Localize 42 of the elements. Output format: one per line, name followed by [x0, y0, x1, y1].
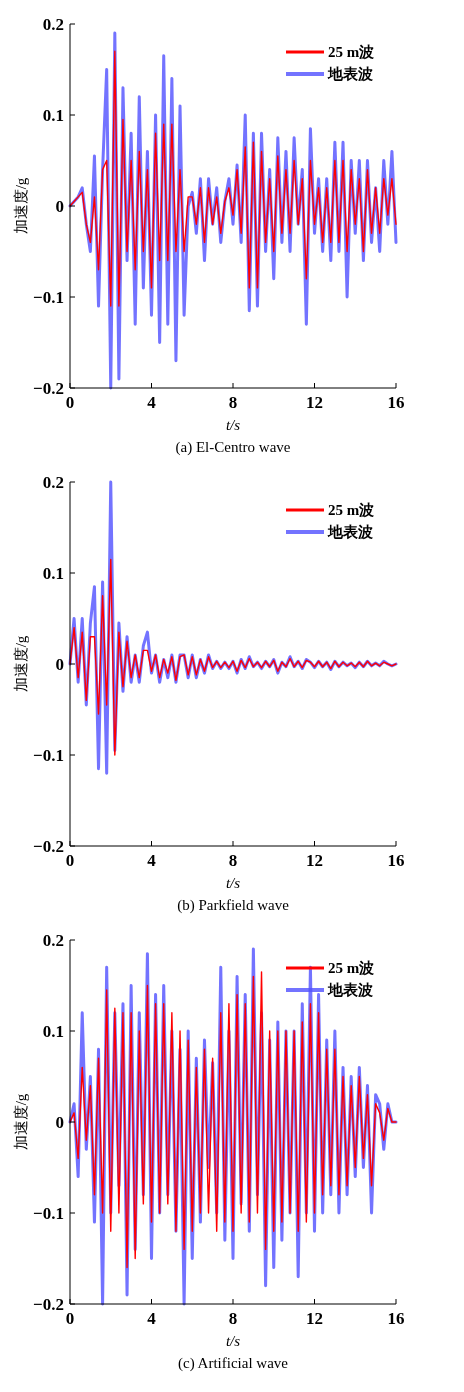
x-axis-title: t/s — [225, 417, 241, 433]
y-tick-label: 0 — [55, 196, 64, 216]
y-tick-label: −0.2 — [33, 1294, 64, 1314]
legend-label: 25 m波 — [328, 960, 375, 977]
x-tick-label: 4 — [147, 393, 157, 412]
y-tick-label: 0.2 — [42, 472, 64, 492]
x-tick-label: 16 — [387, 1309, 405, 1328]
x-tick-label: 8 — [228, 1309, 238, 1328]
y-tick-label: 0.1 — [42, 563, 64, 583]
y-tick-label: 0 — [55, 654, 64, 674]
text: (b) Parkfield wave — [177, 897, 290, 914]
x-tick-label: 12 — [306, 393, 323, 412]
y-axis-title: 加速度/g — [13, 177, 29, 235]
x-tick-label: 4 — [147, 851, 157, 870]
y-tick-label: 0.2 — [42, 14, 64, 34]
x-tick-label: 16 — [387, 851, 405, 870]
y-tick-label: 0.2 — [42, 930, 64, 950]
y-tick-label: 0 — [55, 1112, 64, 1132]
x-tick-label: 4 — [147, 1309, 157, 1328]
x-tick-label: 16 — [387, 393, 405, 412]
x-axis-title: t/s — [225, 1333, 241, 1349]
x-tick-label: 8 — [228, 851, 238, 870]
y-tick-label: −0.2 — [33, 836, 64, 856]
x-tick-label: 12 — [306, 851, 323, 870]
legend-label: 地表波 — [327, 982, 373, 999]
text: (c) Artificial wave — [178, 1355, 289, 1372]
x-axis-title: t/s — [225, 875, 241, 891]
y-tick-label: 0.1 — [42, 105, 64, 125]
x-tick-label: 12 — [306, 1309, 323, 1328]
legend-label: 地表波 — [327, 524, 373, 541]
y-tick-label: −0.1 — [33, 287, 64, 307]
y-tick-label: 0.1 — [42, 1021, 64, 1041]
legend-label: 25 m波 — [328, 502, 375, 519]
y-tick-label: −0.1 — [33, 1203, 64, 1223]
text: (a) El-Centro wave — [175, 439, 291, 456]
y-tick-label: −0.2 — [33, 378, 64, 398]
legend-label: 25 m波 — [328, 44, 375, 61]
y-axis-title: 加速度/g — [13, 1093, 29, 1151]
x-tick-label: 8 — [228, 393, 238, 412]
y-axis-title: 加速度/g — [13, 635, 29, 693]
y-tick-label: −0.1 — [33, 745, 64, 765]
legend-label: 地表波 — [327, 66, 373, 83]
